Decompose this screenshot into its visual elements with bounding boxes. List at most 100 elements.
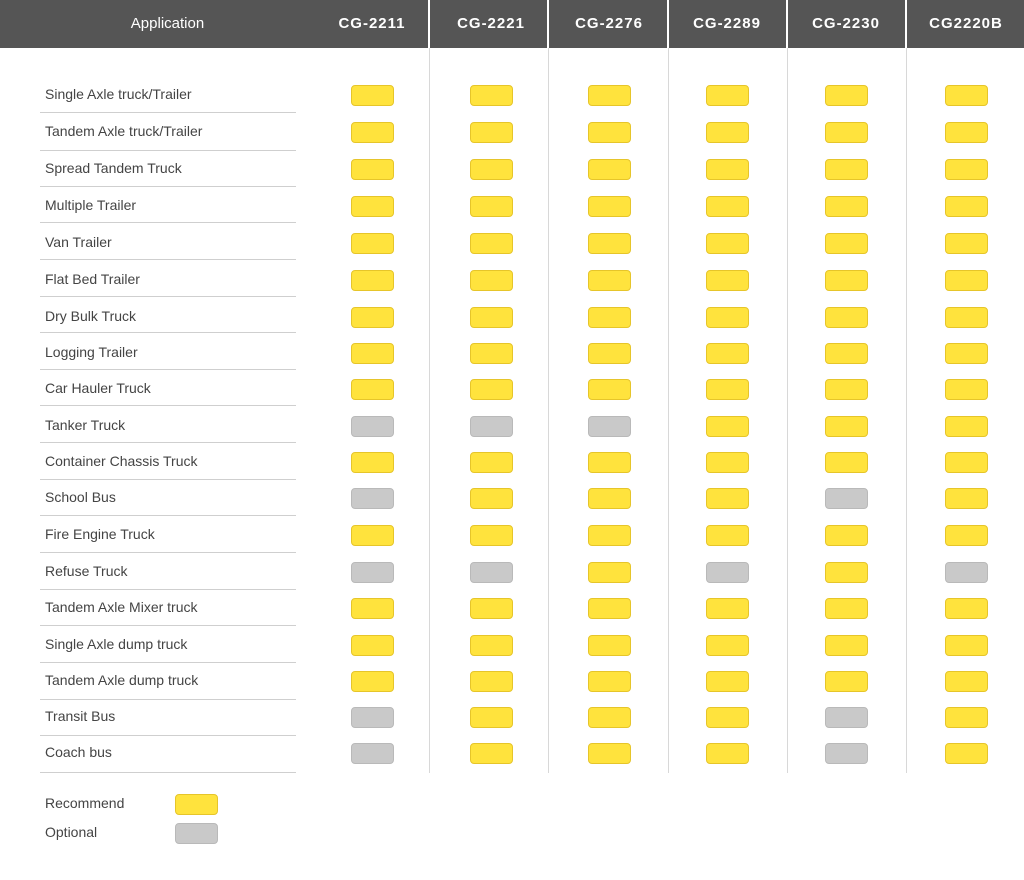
recommend-marker — [588, 488, 631, 509]
legend-optional-label: Optional — [45, 824, 98, 840]
row-label: Van Trailer — [45, 234, 112, 250]
recommend-marker — [825, 307, 868, 328]
row-divider — [40, 112, 296, 113]
row-label: Transit Bus — [45, 708, 116, 724]
recommend-marker — [706, 416, 749, 437]
optional-marker — [706, 562, 749, 583]
row-label: Multiple Trailer — [45, 197, 137, 213]
recommend-marker — [945, 452, 988, 473]
recommend-marker — [351, 452, 394, 473]
row-label: Single Axle dump truck — [45, 636, 188, 652]
recommend-marker — [470, 233, 513, 254]
header-model-6: CG2220B — [929, 15, 1003, 32]
recommend-marker — [706, 379, 749, 400]
header-model-4: CG-2289 — [693, 15, 761, 32]
header-divider — [428, 0, 430, 48]
optional-marker — [351, 562, 394, 583]
optional-marker — [588, 416, 631, 437]
recommend-marker — [825, 671, 868, 692]
recommend-marker — [588, 233, 631, 254]
recommend-marker — [470, 270, 513, 291]
recommend-marker — [945, 159, 988, 180]
row-divider — [40, 150, 296, 151]
row-label: Tanker Truck — [45, 417, 126, 433]
recommend-marker — [470, 525, 513, 546]
optional-marker — [825, 743, 868, 764]
row-label: Fire Engine Truck — [45, 526, 155, 542]
recommend-marker — [588, 196, 631, 217]
recommend-marker — [706, 635, 749, 656]
row-divider — [40, 442, 296, 443]
recommend-marker — [706, 122, 749, 143]
recommend-marker — [470, 196, 513, 217]
recommend-marker — [470, 671, 513, 692]
recommend-marker — [825, 379, 868, 400]
row-divider — [40, 699, 296, 700]
row-label: Coach bus — [45, 744, 112, 760]
row-label: Tandem Axle truck/Trailer — [45, 123, 203, 139]
recommend-marker — [470, 635, 513, 656]
recommend-marker — [706, 343, 749, 364]
recommend-marker — [706, 525, 749, 546]
recommend-marker — [825, 85, 868, 106]
recommend-marker — [351, 598, 394, 619]
recommend-marker — [588, 525, 631, 546]
recommend-marker — [945, 707, 988, 728]
recommend-marker — [706, 598, 749, 619]
recommend-marker — [706, 233, 749, 254]
header-model-5: CG-2230 — [812, 15, 880, 32]
recommend-marker — [588, 707, 631, 728]
recommend-marker — [945, 270, 988, 291]
recommend-marker — [588, 343, 631, 364]
row-label: Dry Bulk Truck — [45, 308, 137, 324]
recommend-marker — [706, 743, 749, 764]
row-label: Tandem Axle dump truck — [45, 672, 199, 688]
header-model-1: CG-2211 — [338, 15, 406, 32]
row-divider — [40, 405, 296, 406]
recommend-marker — [351, 196, 394, 217]
recommend-marker — [945, 233, 988, 254]
header-application: Application — [130, 15, 205, 32]
optional-marker — [825, 707, 868, 728]
header-model-3: CG-2276 — [575, 15, 643, 32]
column-divider — [429, 48, 430, 773]
recommend-marker — [351, 379, 394, 400]
row-divider — [40, 186, 296, 187]
recommend-marker — [470, 159, 513, 180]
recommend-marker — [825, 233, 868, 254]
recommend-marker — [945, 525, 988, 546]
recommend-marker — [706, 707, 749, 728]
row-divider — [40, 625, 296, 626]
column-divider — [787, 48, 788, 773]
recommend-marker — [351, 671, 394, 692]
recommend-marker — [945, 598, 988, 619]
row-label: School Bus — [45, 489, 116, 505]
recommend-marker — [706, 452, 749, 473]
optional-marker — [351, 488, 394, 509]
recommend-marker — [351, 635, 394, 656]
row-label: Flat Bed Trailer — [45, 271, 140, 287]
optional-marker — [351, 707, 394, 728]
recommend-marker — [825, 416, 868, 437]
row-divider — [40, 552, 296, 553]
recommend-marker — [945, 416, 988, 437]
row-label: Container Chassis Truck — [45, 453, 198, 469]
recommend-marker — [706, 671, 749, 692]
header-divider — [786, 0, 788, 48]
recommend-marker — [470, 488, 513, 509]
row-divider — [40, 222, 296, 223]
recommend-marker — [706, 196, 749, 217]
recommend-marker — [588, 122, 631, 143]
header-divider — [905, 0, 907, 48]
optional-marker — [351, 743, 394, 764]
legend-recommend-swatch — [175, 794, 218, 815]
header-divider — [667, 0, 669, 48]
recommend-marker — [825, 159, 868, 180]
recommend-marker — [470, 85, 513, 106]
row-label: Car Hauler Truck — [45, 380, 151, 396]
recommend-marker — [470, 598, 513, 619]
recommend-marker — [588, 85, 631, 106]
recommend-marker — [351, 159, 394, 180]
row-divider — [40, 662, 296, 663]
row-divider — [40, 296, 296, 297]
